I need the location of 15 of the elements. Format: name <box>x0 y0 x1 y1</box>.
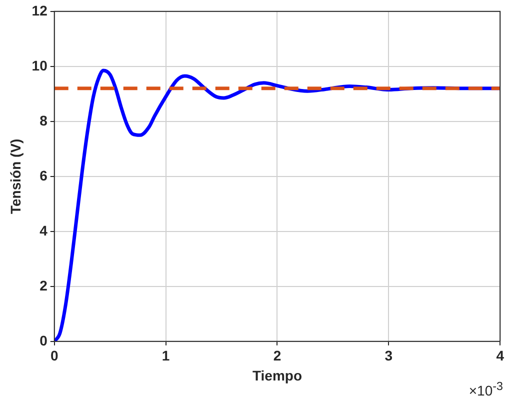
text: ×10$^{-3}$ <box>468 380 503 399</box>
x-tick-label: 4 <box>496 348 504 364</box>
y-tick-label: 0 <box>40 332 48 348</box>
y-tick-label: 12 <box>32 2 48 18</box>
y-tick-label: 2 <box>40 277 48 294</box>
x-axis-title: Tiempo <box>252 367 302 384</box>
y-tick-label: 8 <box>40 112 48 128</box>
y-tick-label: 4 <box>40 222 48 238</box>
x-tick-label: 1 <box>162 348 170 364</box>
x-tick-label: 3 <box>384 348 393 364</box>
y-axis-title: Tensión (V) <box>7 138 24 214</box>
x-tick-label: 2 <box>273 348 282 364</box>
y-tick-label: 6 <box>40 167 48 184</box>
y-tick-label: 10 <box>32 57 48 74</box>
x-tick-label: 0 <box>50 348 58 364</box>
